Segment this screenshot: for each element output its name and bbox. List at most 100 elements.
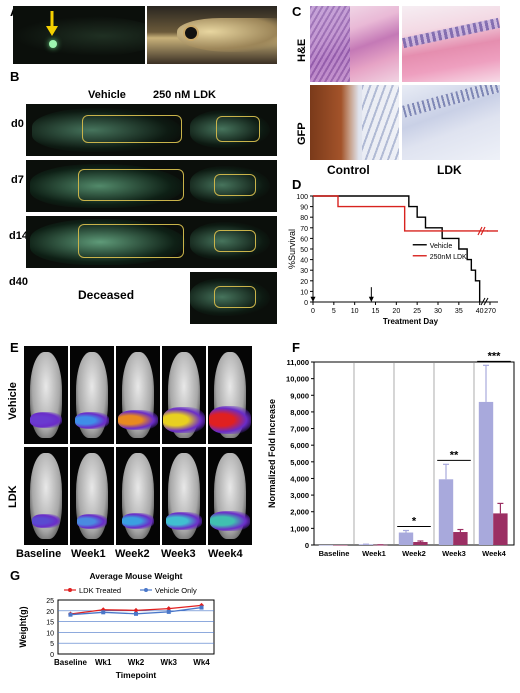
day-label-d7: d7 — [11, 174, 24, 186]
series-line-vehicle — [313, 195, 481, 302]
category-label: Wk1 — [95, 658, 112, 667]
mouse-image — [70, 346, 114, 444]
mouse-image — [24, 346, 68, 444]
day-label-d40: d40 — [9, 276, 28, 288]
y-tick-label: 15 — [46, 620, 54, 627]
y-tick-label: 20 — [46, 609, 54, 616]
panel-a-fluorescence-photo — [13, 6, 145, 64]
vehicle-fish-d14 — [26, 216, 190, 268]
y-tick-label: 11,000 — [286, 358, 309, 367]
mouse-image-grid — [24, 346, 254, 546]
legend-label: Vehicle — [430, 243, 453, 250]
axis-break — [480, 297, 486, 306]
y-tick-label: 3,000 — [290, 491, 309, 500]
bioluminescence-signal — [77, 513, 107, 529]
mouse-image — [208, 447, 252, 545]
panel-label-f: F — [292, 340, 300, 355]
vehicle-column-label: Vehicle — [88, 89, 126, 101]
data-point — [199, 605, 204, 610]
panel-label-d: D — [292, 177, 302, 192]
x-tick-label: 25 — [413, 308, 421, 315]
bioluminescence-signal — [210, 511, 250, 531]
deceased-label: Deceased — [78, 288, 135, 302]
bioluminescence-signal — [75, 411, 109, 429]
timepoint-label: Week2 — [115, 548, 150, 560]
y-axis-label: Normalized Fold Increase — [267, 399, 277, 508]
series-line-ldk — [313, 195, 488, 232]
fish-eye — [183, 25, 199, 41]
chart-title: Average Mouse Weight — [89, 571, 182, 581]
day-label-d14: d14 — [9, 230, 28, 242]
y-tick-label: 0 — [304, 300, 308, 307]
y-tick-label: 7,000 — [290, 425, 309, 434]
significance-label: * — [412, 516, 417, 528]
vehicle-fish-d0 — [26, 104, 190, 156]
plot-frame — [57, 599, 215, 655]
gfp-control-photo — [310, 85, 399, 160]
legend-marker — [144, 588, 148, 592]
bioluminescence-signal — [166, 512, 202, 530]
ldk-row-label: LDK — [7, 485, 19, 508]
category-label: Baseline — [54, 658, 87, 667]
y-tick-label: 20 — [300, 279, 308, 286]
y-tick-label: 60 — [300, 236, 308, 243]
x-tick-label: 30 — [434, 308, 442, 315]
y-tick-label: 8,000 — [290, 408, 309, 417]
category-label: Week2 — [402, 549, 426, 558]
he-row-label: H&E — [296, 38, 308, 62]
x-tick-label: 35 — [455, 308, 463, 315]
y-tick-label: 30 — [300, 268, 308, 275]
vehicle-row-label: Vehicle — [7, 382, 19, 420]
ldk-fish-d7 — [190, 160, 277, 212]
bar — [318, 544, 334, 546]
chart-f-fold-increase: 0 1,000 2,000 3,000 4,000 5,000 6,000 7,000 8,00… — [267, 350, 515, 558]
bar — [438, 479, 454, 545]
bar — [413, 542, 428, 545]
legend-label: Vehicle Only — [155, 586, 197, 595]
y-tick-label: 50 — [300, 247, 308, 254]
mouse-image — [116, 346, 160, 444]
x-tick-label: 0 — [311, 308, 315, 315]
y-tick-label: 90 — [300, 205, 308, 212]
category-label: Week4 — [482, 549, 506, 558]
x-tick-label: 40 — [476, 308, 484, 315]
day-label-d0: d0 — [11, 118, 24, 130]
category-label: Wk3 — [161, 658, 178, 667]
y-tick-label: 2,000 — [290, 508, 309, 517]
mouse-image — [116, 447, 160, 545]
mouse-image — [24, 447, 68, 545]
y-axis-label: %Survival — [287, 229, 297, 269]
timepoint-labels: Baseline Week1 Week2 Week3 Week4 — [16, 548, 254, 562]
legend-label: 250nM LDK — [430, 254, 467, 261]
data-point — [166, 606, 172, 612]
ldk-c-column-label: LDK — [437, 163, 462, 177]
arrow-down-icon — [46, 11, 58, 36]
he-ldk-photo — [402, 6, 500, 82]
x-tick-label: 270 — [484, 308, 496, 315]
ldk-fish-d14 — [190, 216, 277, 268]
y-tick-label: 25 — [46, 598, 54, 605]
y-tick-label: 9,000 — [290, 391, 309, 400]
y-tick-label: 1,000 — [290, 524, 309, 533]
bioluminescence-signal — [32, 514, 60, 528]
arrow-down-icon — [368, 296, 374, 302]
tumor-spot — [49, 40, 57, 48]
panel-label-b: B — [10, 69, 20, 84]
bioluminescence-signal — [30, 412, 62, 428]
x-tick-label: 5 — [332, 308, 336, 315]
x-axis-label: Timepoint — [116, 670, 157, 680]
y-tick-label: 5,000 — [290, 458, 309, 467]
data-point — [134, 611, 138, 616]
panel-label-c: C — [292, 4, 302, 19]
data-point — [68, 612, 73, 617]
y-tick-label: 100 — [296, 194, 308, 201]
significance-label: ** — [450, 449, 459, 461]
timepoint-label: Baseline — [16, 548, 62, 560]
x-tick-label: 10 — [351, 308, 359, 315]
timepoint-label: Week3 — [161, 548, 196, 560]
gfp-ldk-photo — [402, 85, 500, 160]
bar — [493, 513, 508, 545]
series-break — [477, 226, 483, 236]
panel-label-g: G — [10, 568, 21, 583]
